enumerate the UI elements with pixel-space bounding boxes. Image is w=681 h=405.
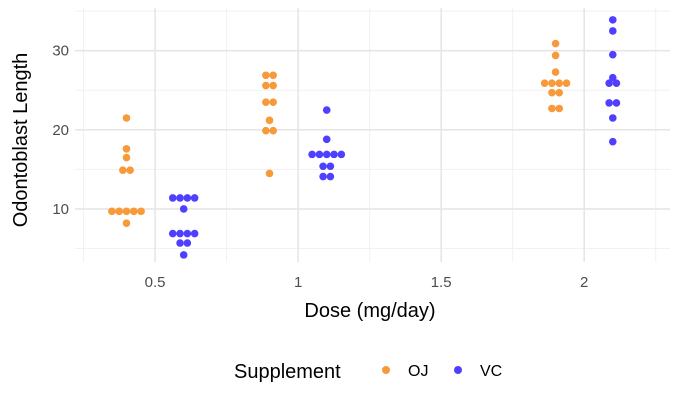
data-point-oj	[122, 145, 131, 153]
data-point-oj	[555, 104, 564, 113]
data-point-vc	[605, 99, 613, 107]
data-point-vc	[322, 150, 331, 159]
data-point-oj	[555, 79, 564, 87]
x-axis-title: Dose (mg/day)	[304, 300, 435, 322]
data-point-vc	[179, 251, 188, 259]
data-point-oj	[122, 207, 131, 216]
data-point-vc	[322, 106, 331, 114]
data-point-vc	[183, 194, 192, 202]
data-point-oj	[122, 219, 131, 228]
data-point-oj	[562, 79, 571, 87]
data-point-vc	[176, 239, 184, 247]
data-point-oj	[126, 166, 134, 175]
x-tick-label: 2	[580, 274, 588, 291]
data-point-oj	[262, 126, 270, 135]
data-point-oj	[137, 207, 145, 216]
data-point-oj	[269, 71, 277, 80]
data-point-oj	[548, 104, 556, 113]
data-point-vc	[176, 194, 184, 202]
data-point-vc	[612, 79, 621, 87]
data-point-vc	[315, 150, 324, 159]
data-point-vc	[326, 172, 335, 181]
data-point-vc	[608, 137, 617, 146]
data-point-oj	[551, 39, 560, 48]
data-point-oj	[262, 71, 270, 80]
data-point-vc	[183, 229, 192, 238]
x-tick-label: 0.5	[145, 274, 166, 291]
data-point-vc	[608, 50, 617, 59]
data-point-vc	[337, 150, 346, 159]
data-point-vc	[179, 205, 188, 213]
data-point-oj	[551, 51, 560, 60]
data-point-oj	[108, 207, 116, 216]
legend-title: Supplement	[234, 361, 341, 383]
x-tick-label: 1.5	[431, 274, 452, 291]
data-point-oj	[269, 98, 277, 106]
data-point-oj	[265, 169, 274, 178]
data-point-vc	[319, 172, 327, 181]
data-point-vc	[330, 150, 338, 159]
y-tick-label: 20	[52, 122, 69, 139]
legend-label-oj: OJ	[408, 363, 428, 380]
data-point-oj	[262, 81, 270, 90]
data-point-vc	[608, 16, 617, 24]
axis-tick-labels: 10 20 30 0.5 1 1.5 2	[52, 43, 588, 291]
data-point-vc	[608, 114, 617, 122]
data-point-vc	[308, 150, 316, 159]
data-point-vc	[190, 194, 199, 202]
data-point-oj	[115, 207, 123, 216]
data-point-oj	[269, 126, 277, 135]
data-point-oj	[122, 153, 131, 162]
data-point-vc	[322, 135, 331, 144]
data-point-oj	[262, 98, 270, 106]
data-point-vc	[612, 99, 621, 107]
x-tick-label: 1	[294, 274, 302, 291]
legend-swatch-oj	[382, 366, 390, 374]
data-point-oj	[540, 79, 549, 87]
data-point-vc	[608, 27, 617, 35]
data-point-vc	[605, 79, 613, 87]
data-point-vc	[183, 239, 192, 247]
data-point-oj	[265, 116, 274, 125]
y-tick-label: 10	[52, 201, 69, 218]
data-point-vc	[190, 229, 199, 238]
data-point-vc	[168, 194, 177, 202]
data-point-oj	[269, 81, 277, 90]
data-points	[108, 16, 621, 259]
data-point-vc	[176, 229, 184, 238]
data-point-vc	[608, 73, 617, 82]
data-point-oj	[548, 79, 556, 87]
legend: Supplement OJ VC	[234, 361, 502, 383]
y-tick-label: 30	[52, 43, 69, 60]
y-axis-title: Odontoblast Length	[10, 53, 32, 228]
legend-label-vc: VC	[480, 363, 502, 380]
data-point-oj	[129, 207, 138, 216]
data-point-oj	[555, 88, 564, 97]
data-point-vc	[326, 162, 335, 171]
legend-swatch-vc	[454, 366, 462, 374]
data-point-vc	[319, 162, 327, 171]
grid-lines	[75, 8, 670, 262]
data-point-oj	[122, 114, 131, 122]
data-point-oj	[551, 68, 560, 76]
data-point-vc	[168, 229, 177, 238]
data-point-oj	[119, 166, 127, 175]
data-point-oj	[548, 88, 556, 97]
